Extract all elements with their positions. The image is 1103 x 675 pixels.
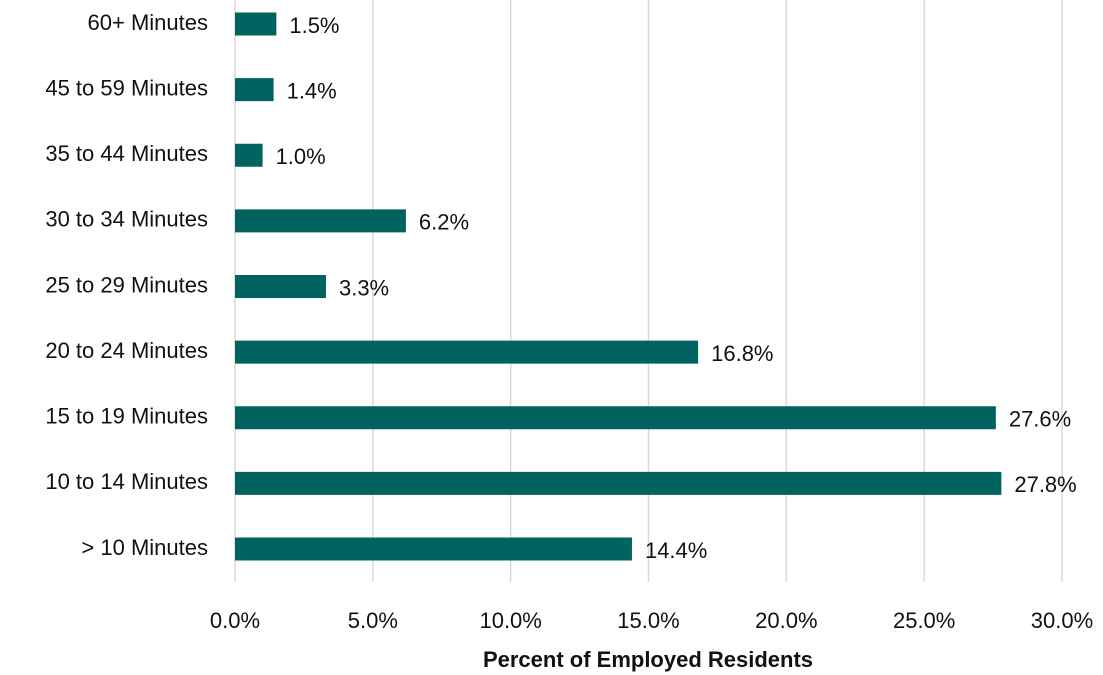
y-tick-label: > 10 Minutes: [81, 535, 208, 560]
bar: [235, 209, 406, 233]
x-tick-label: 20.0%: [755, 608, 817, 633]
bar: [235, 340, 699, 364]
bar: [235, 406, 996, 430]
value-label: 27.6%: [1009, 407, 1071, 432]
value-label: 3.3%: [339, 275, 389, 300]
bar: [235, 537, 632, 561]
value-label: 16.8%: [711, 341, 773, 366]
bar: [235, 78, 274, 102]
bar: [235, 143, 263, 167]
value-label: 14.4%: [645, 538, 707, 563]
x-tick-label: 15.0%: [617, 608, 679, 633]
value-label: 6.2%: [419, 210, 469, 235]
y-tick-label: 25 to 29 Minutes: [45, 272, 208, 297]
y-tick-label: 10 to 14 Minutes: [45, 469, 208, 494]
y-tick-label: 60+ Minutes: [88, 10, 208, 35]
value-label: 1.5%: [289, 13, 339, 38]
bar: [235, 471, 1002, 495]
y-tick-label: 30 to 34 Minutes: [45, 207, 208, 232]
y-tick-label: 45 to 59 Minutes: [45, 75, 208, 100]
x-axis-title: Percent of Employed Residents: [483, 647, 813, 672]
x-tick-label: 25.0%: [893, 608, 955, 633]
value-label: 1.4%: [287, 78, 337, 103]
bar: [235, 12, 277, 36]
bar: [235, 275, 326, 298]
x-tick-label: 5.0%: [348, 608, 398, 633]
value-label: 1.0%: [276, 144, 326, 169]
y-tick-label: 20 to 24 Minutes: [45, 338, 208, 363]
x-tick-label: 10.0%: [479, 608, 541, 633]
y-tick-label: 15 to 19 Minutes: [45, 404, 208, 429]
y-tick-label: 35 to 44 Minutes: [45, 141, 208, 166]
value-label: 27.8%: [1014, 472, 1076, 497]
x-tick-label: 30.0%: [1031, 608, 1093, 633]
x-tick-label: 0.0%: [210, 608, 260, 633]
